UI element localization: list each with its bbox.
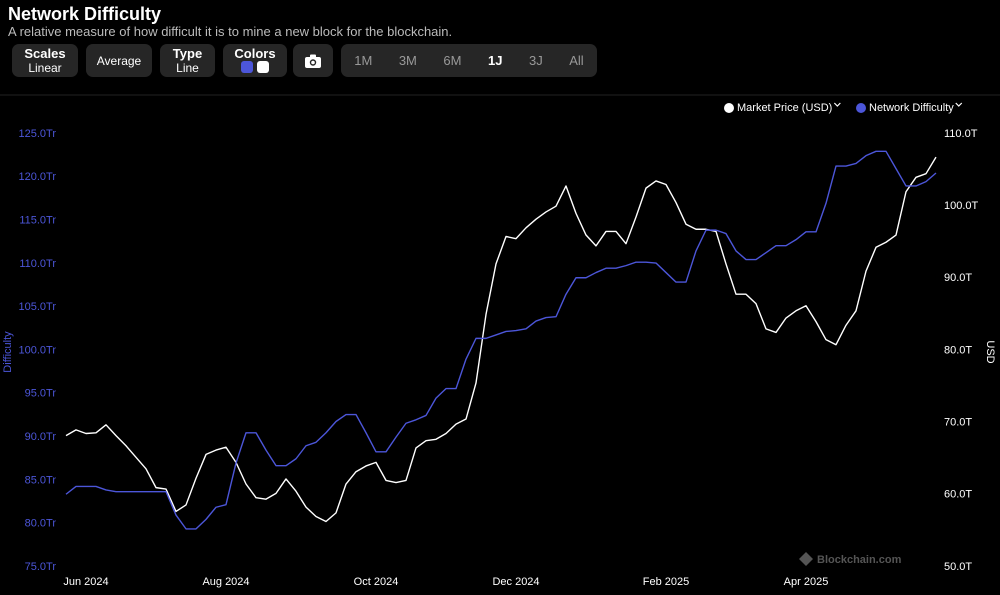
range-button[interactable]: 6M — [443, 53, 462, 68]
swatch — [241, 60, 253, 73]
button-label: Type — [172, 46, 203, 61]
average-button[interactable]: Average — [86, 44, 152, 77]
y2-tick-label: 90.0T — [944, 272, 972, 284]
y-tick-label: 115.0Tr — [19, 215, 56, 227]
x-tick-label: Feb 2025 — [643, 576, 689, 588]
range-button[interactable]: 1J — [487, 53, 503, 68]
y-tick-label: 125.0Tr — [18, 128, 56, 140]
series-line — [65, 156, 937, 523]
y-tick-label: 120.0Tr — [18, 171, 56, 183]
type-button[interactable]: Type Line — [160, 44, 215, 77]
watermark: Blockchain.com — [799, 552, 902, 566]
y2-tick-label: 80.0T — [944, 344, 972, 356]
camera-icon — [305, 54, 321, 68]
y-tick-label: 105.0Tr — [18, 301, 56, 313]
button-label: Colors — [234, 45, 276, 61]
y-tick-label: 90.0Tr — [25, 431, 57, 443]
x-tick-label: Jun 2024 — [63, 576, 108, 588]
y-tick-label: 85.0Tr — [25, 474, 57, 486]
button-value: Linear — [28, 61, 62, 75]
y2-tick-label: 100.0T — [944, 200, 979, 212]
legend-chevron — [833, 102, 841, 107]
camera-button[interactable] — [293, 44, 333, 77]
watermark-text: Blockchain.com — [817, 554, 902, 566]
y-tick-label: 100.0Tr — [18, 344, 56, 356]
page-title: Network Difficulty — [8, 4, 162, 24]
y2-tick-label: 110.0T — [944, 128, 978, 140]
y-tick-label: 75.0Tr — [25, 561, 57, 573]
button-value: Line — [176, 61, 199, 75]
page-subtitle: A relative measure of how difficult it i… — [8, 24, 453, 39]
y2-tick-label: 70.0T — [944, 417, 972, 429]
swatches — [239, 60, 271, 76]
series-line — [65, 150, 937, 530]
x-tick-label: Dec 2024 — [492, 576, 539, 588]
y-axis-label: Difficulty — [2, 331, 14, 373]
legend-swatch — [856, 103, 866, 113]
legend-label: Network Difficulty — [869, 102, 954, 114]
range-button[interactable]: 1M — [354, 53, 373, 68]
legend-label: Market Price (USD) — [737, 102, 832, 114]
button-label: Average — [96, 53, 142, 68]
swatch — [257, 60, 269, 73]
x-tick-label: Oct 2024 — [354, 576, 399, 588]
button-label: Scales — [24, 46, 66, 61]
colors-button[interactable]: Colors — [223, 44, 287, 77]
legend-swatch — [724, 103, 734, 113]
y2-tick-label: 60.0T — [944, 489, 972, 501]
y2-axis-label: USD — [984, 340, 996, 363]
range-button[interactable]: All — [569, 53, 584, 68]
scales-button[interactable]: Scales Linear — [12, 44, 78, 77]
y2-tick-label: 50.0T — [944, 561, 972, 573]
y-tick-label: 95.0Tr — [25, 388, 57, 400]
legend-chevron — [955, 102, 963, 107]
y-tick-label: 110.0Tr — [19, 258, 56, 270]
x-tick-label: Aug 2024 — [202, 576, 249, 588]
range-button[interactable]: 3M — [398, 53, 417, 68]
y-tick-label: 80.0Tr — [25, 518, 57, 530]
range-button[interactable]: 3J — [528, 53, 543, 68]
x-tick-label: Apr 2025 — [784, 576, 829, 588]
range-group: 1M 3M 6M 1J 3J All — [341, 44, 597, 77]
